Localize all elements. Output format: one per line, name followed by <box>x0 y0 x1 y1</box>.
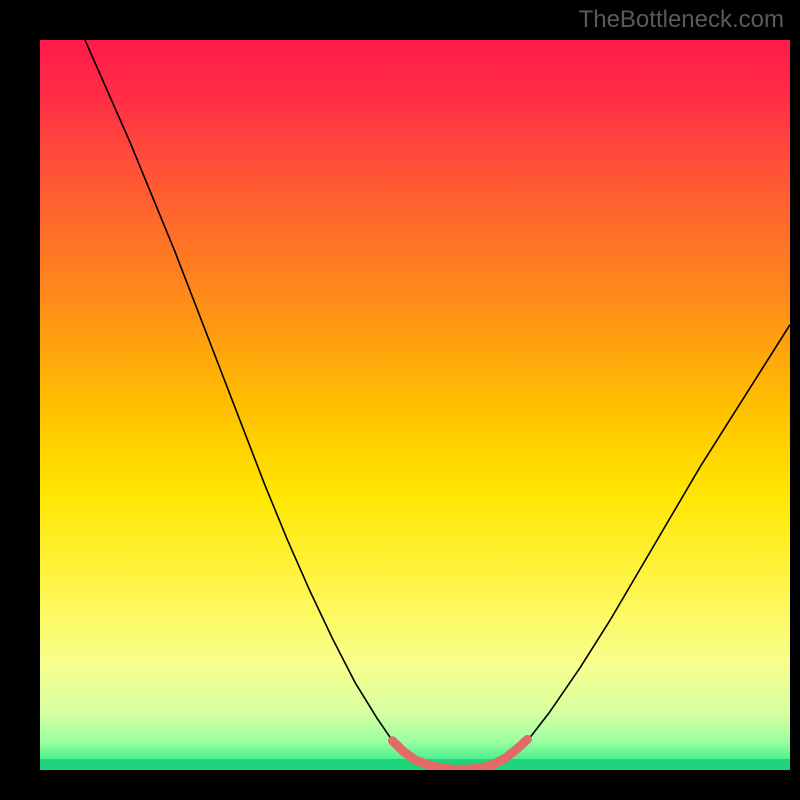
watermark-text: TheBottleneck.com <box>579 6 784 34</box>
gradient-background <box>40 40 790 770</box>
chart-canvas: TheBottleneck.com <box>0 0 800 800</box>
chart-plot <box>40 40 790 770</box>
